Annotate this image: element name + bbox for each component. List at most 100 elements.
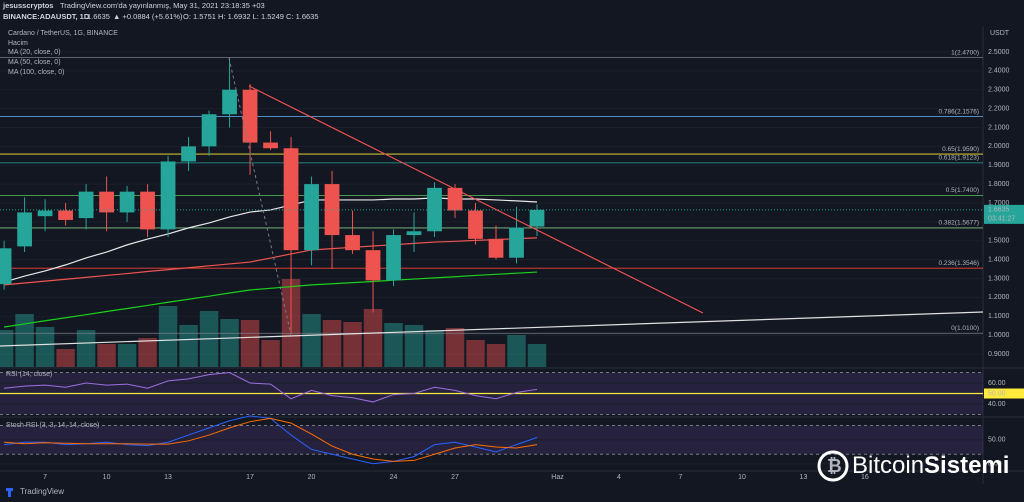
volume-bar [507, 335, 526, 367]
legend-entry: MA (50, close, 0) [8, 59, 61, 66]
trend-line [248, 85, 704, 314]
fib-label: 0.786(2.1576) [939, 108, 979, 115]
y-tick-label: 60.00 [988, 380, 1006, 387]
symbol: BINANCE:ADAUSDT, 1D [3, 12, 90, 21]
volume-bar [76, 330, 96, 367]
legend-entry: MA (100, close, 0) [8, 69, 64, 76]
candle-body [529, 209, 545, 227]
pane-title: Stoch RSI (3, 3, 14, 14, close) [6, 422, 99, 429]
fib-label: 0.5(1.7400) [946, 187, 979, 194]
y-tick-label: 50.00 [988, 437, 1006, 444]
y-tick-label: 1.8000 [988, 181, 1010, 188]
fib-connector [228, 57, 292, 336]
y-tick-label: 2.0000 [988, 143, 1010, 150]
candle-body [283, 148, 299, 251]
y-tick-label: 1.1000 [988, 313, 1010, 320]
ohlc: O: 1.5751 H: 1.6932 L: 1.5249 C: 1.6635 [183, 12, 319, 21]
x-tick-label: 7 [679, 474, 683, 481]
volume-bar [97, 344, 116, 367]
y-tick-label: 1.3000 [988, 275, 1010, 282]
ma-line [4, 237, 538, 286]
candle-body [488, 238, 504, 258]
last-price-label: 1.6635 [988, 207, 1010, 214]
volume-bar [158, 306, 178, 367]
volume-bar [261, 340, 280, 367]
candle-body [345, 235, 360, 251]
fib-label: 0.236(1.3546) [939, 260, 979, 267]
watermark-icon-b: ₿ [827, 456, 842, 476]
volume-bar [240, 320, 260, 367]
volume-bar [56, 349, 75, 367]
author: jesusscryptos [2, 1, 53, 10]
y-tick-label: 40.00 [988, 401, 1006, 408]
price: 1.6635 [87, 12, 110, 21]
footer [0, 484, 1024, 502]
countdown: 03:41:27 [988, 216, 1015, 223]
candle-body [0, 248, 12, 285]
y-tick-label: 2.3000 [988, 87, 1010, 94]
indicator-line [4, 417, 538, 462]
legend-entry: MA (20, close, 0) [8, 49, 61, 56]
fib-label: 1(2.4700) [951, 49, 979, 56]
volume-bar [302, 314, 321, 367]
last-price-box [984, 204, 1024, 224]
candle-body [263, 142, 278, 149]
plot: 1(2.4700) 0.786(2.1576) 0.65(1.9590) 0.618(… [0, 49, 983, 465]
watermark-part: Bitcoin [852, 452, 924, 479]
trend-line [0, 311, 983, 347]
x-tick-label: 10 [103, 474, 111, 481]
legend: Cardano / TetherUS, 1G, BINANCE Hacim MA… [6, 30, 1010, 429]
fib-label: 0.618(1.9123) [939, 155, 979, 162]
x-tick-label: 13 [800, 474, 808, 481]
volume-bar [15, 314, 34, 367]
legend-entry: Hacim [8, 40, 28, 47]
y-tick-label: 2.5000 [988, 49, 1010, 56]
y-tick-label: 1.9000 [988, 162, 1010, 169]
x-tick-label: 27 [451, 474, 459, 481]
candle-body [324, 184, 340, 236]
axes: 7 10 13 17 20 24 27 Haz 4 7 10 13 16 0.9000 1.0000 1.10… [43, 49, 1024, 481]
y-tick-label: 2.4000 [988, 68, 1010, 75]
candle-body [386, 235, 401, 281]
candle-body [181, 146, 196, 162]
x-tick-label: 10 [738, 474, 746, 481]
y-tick-label: 2.1000 [988, 124, 1010, 131]
volume-bar [486, 344, 506, 367]
hline-box [984, 388, 1024, 399]
candle-body [406, 231, 422, 236]
volume-bar [527, 344, 547, 367]
chart-title: Cardano / TetherUS, 1G, BINANCE [8, 30, 118, 37]
y-tick-label: 1.0000 [988, 332, 1010, 339]
drawings [0, 57, 983, 347]
candle-body [37, 210, 53, 217]
fib-label: 0.382(1.5677) [939, 220, 979, 227]
y-tick-label: 1.5000 [988, 238, 1010, 245]
candle-body [99, 191, 114, 213]
logo-icon [6, 488, 13, 497]
candle-body [365, 250, 381, 281]
volume-bar [35, 327, 55, 367]
fib-label: 0(1.0100) [951, 325, 979, 332]
ma-line [4, 271, 538, 328]
x-tick-label: Haz [551, 474, 564, 481]
volume-bar [363, 309, 383, 367]
volume-bar [404, 325, 424, 367]
y-tick-label: 0.00 [988, 461, 1002, 468]
volume-bar [179, 325, 198, 367]
candle-body [140, 191, 155, 230]
watermark-icon [817, 450, 849, 482]
y-tick-label: 2.2000 [988, 105, 1010, 112]
candle-body [468, 210, 483, 239]
hline-label: 50.00 [988, 390, 1006, 397]
y-tick-label: 1.4000 [988, 256, 1010, 263]
candle-body [222, 89, 237, 115]
volume-bar [220, 319, 239, 367]
volume-bar [425, 330, 444, 367]
candle-body [17, 212, 32, 247]
y-tick-label: 1.2000 [988, 294, 1010, 301]
candle-body [509, 227, 524, 258]
x-tick-label: 13 [164, 474, 172, 481]
candle-body [160, 161, 176, 230]
candle-body [78, 191, 94, 219]
candle-body [242, 89, 258, 143]
